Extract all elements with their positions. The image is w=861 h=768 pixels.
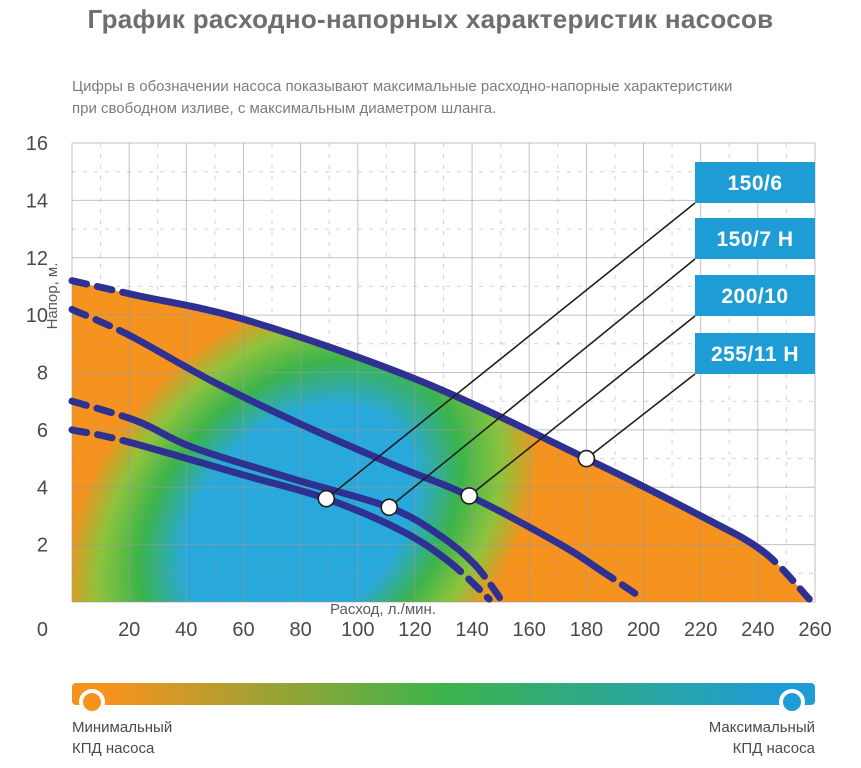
callout-dot bbox=[577, 449, 596, 468]
callout-dot bbox=[317, 489, 336, 508]
x-tick-label: 240 bbox=[741, 619, 774, 641]
callout-line-200-10 bbox=[468, 315, 696, 497]
y-axis-title: Напор, м. bbox=[44, 263, 61, 330]
chart-description-line1: Цифры в обозначении насоса показывают ма… bbox=[72, 78, 733, 95]
x-axis-title: Расход, л./мин. bbox=[330, 601, 436, 618]
x-tick-label: 180 bbox=[570, 619, 603, 641]
y-tick-label: 12 bbox=[26, 248, 48, 270]
max-efficiency-label: Максимальный КПД насоса bbox=[709, 717, 815, 759]
chart-description-line2: при свободном изливе, с максимальным диа… bbox=[72, 100, 497, 117]
x-tick-label: 220 bbox=[684, 619, 717, 641]
min-efficiency-label: Минимальный КПД насоса bbox=[72, 717, 172, 759]
x-tick-label: 200 bbox=[627, 619, 660, 641]
pump-label-box-150-7-Н bbox=[695, 218, 815, 259]
pump-curve-255-11-Н-dashed-end bbox=[760, 548, 813, 603]
y-tick-label: 16 bbox=[26, 133, 48, 155]
x-tick-label: 140 bbox=[455, 619, 488, 641]
efficiency-gradient-bar bbox=[72, 683, 815, 705]
callout-line-150-7-Н bbox=[388, 258, 696, 508]
pump-curve-200-10-dashed-end bbox=[597, 566, 647, 603]
callout-dot bbox=[380, 498, 399, 517]
pump-curve-255-11-Н bbox=[131, 291, 768, 556]
x-tick-label: 260 bbox=[798, 619, 831, 641]
y-tick-label: 4 bbox=[37, 477, 48, 499]
pump-curves bbox=[68, 277, 813, 603]
pump-label-box-150-6 bbox=[695, 162, 815, 203]
pump-label-150-6: 150/6 bbox=[727, 172, 782, 195]
x-tick-label: 20 bbox=[118, 619, 140, 641]
pump-curve-150-7-Н bbox=[134, 417, 479, 569]
y-tick-label: 10 bbox=[26, 305, 48, 327]
y-tick-label: 8 bbox=[37, 363, 48, 385]
pump-curve-150-6-dashed-end bbox=[445, 558, 493, 603]
pump-curve-150-7-Н-dashed-start bbox=[68, 397, 142, 425]
x-tick-label: 40 bbox=[175, 619, 197, 641]
pump-curve-150-7-Н-dashed-end bbox=[471, 561, 505, 603]
callout-line-150-6 bbox=[325, 202, 696, 500]
pump-label-150-7-Н: 150/7 Н bbox=[716, 228, 793, 251]
pump-curve-200-10-dashed-start bbox=[68, 305, 133, 339]
pump-label-box-255-11-Н bbox=[695, 333, 815, 374]
x-tick-label: 80 bbox=[289, 619, 311, 641]
x-tick-label: 60 bbox=[232, 619, 254, 641]
pump-label-255-11-Н: 255/11 Н bbox=[711, 343, 799, 366]
x-tick-label: 100 bbox=[341, 619, 374, 641]
x-tick-label: 120 bbox=[398, 619, 431, 641]
page-title: График расходно-напорных характеристик н… bbox=[87, 4, 774, 34]
max-efficiency-label-line2: КПД насоса bbox=[732, 740, 815, 757]
min-efficiency-label-line1: Минимальный bbox=[72, 719, 173, 736]
y-tick-label: 14 bbox=[26, 190, 48, 212]
max-efficiency-label-line1: Максимальный bbox=[708, 719, 815, 736]
y-tick-label: 0 bbox=[37, 619, 48, 641]
max-efficiency-dot bbox=[779, 689, 805, 715]
callout-line-255-11-Н bbox=[585, 373, 696, 460]
x-tick-label: 160 bbox=[513, 619, 546, 641]
pump-label-200-10: 200/10 bbox=[721, 285, 788, 308]
y-tick-label: 6 bbox=[37, 420, 48, 442]
pump-label-box-200-10 bbox=[695, 275, 815, 316]
y-tick-label: 2 bbox=[37, 535, 48, 557]
pump-curve-150-6-dashed-start bbox=[68, 426, 130, 445]
pump-curve-200-10 bbox=[125, 331, 605, 574]
min-efficiency-label-line2: КПД насоса bbox=[72, 740, 155, 757]
callout-dot bbox=[460, 487, 479, 505]
pump-curve-150-6 bbox=[122, 437, 453, 566]
min-efficiency-dot bbox=[79, 689, 105, 715]
efficiency-region bbox=[72, 280, 810, 602]
pump-curve-255-11-Н-dashed-start bbox=[68, 277, 139, 299]
chart-description: Цифры в обозначении насоса показывают ма… bbox=[72, 76, 732, 120]
